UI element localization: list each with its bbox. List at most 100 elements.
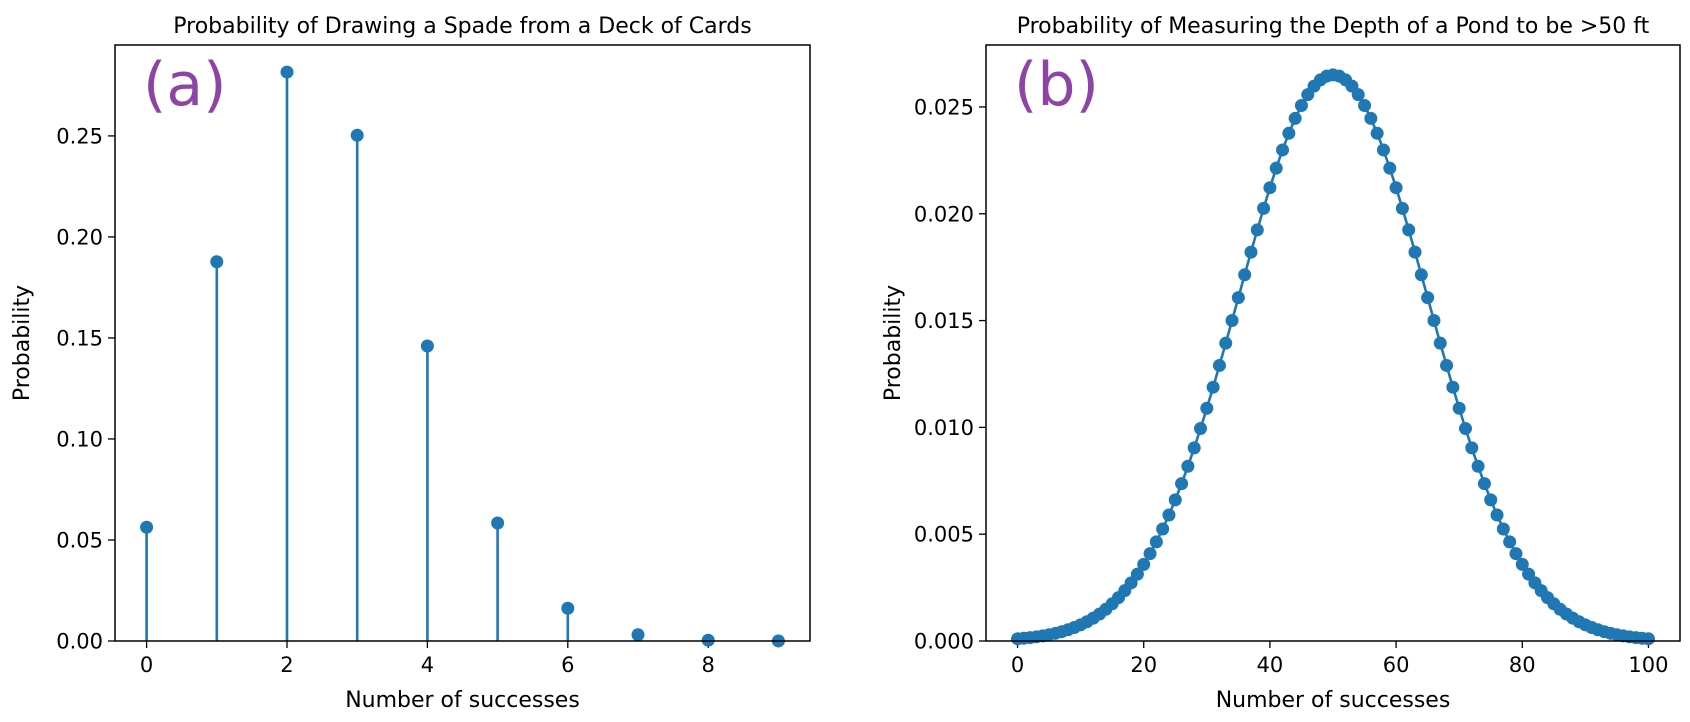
data-point bbox=[1471, 459, 1485, 473]
x-tick-label: 8 bbox=[702, 653, 715, 677]
panel-label: (a) bbox=[143, 50, 227, 120]
x-tick-label: 40 bbox=[1257, 653, 1284, 677]
stem-marker bbox=[350, 128, 364, 142]
y-axis-title: Probability bbox=[881, 285, 906, 401]
stem-marker bbox=[420, 339, 434, 353]
data-point bbox=[1446, 380, 1460, 394]
data-point bbox=[1421, 291, 1435, 305]
data-point bbox=[1187, 441, 1201, 455]
x-tick-label: 2 bbox=[280, 653, 293, 677]
plot-frame bbox=[985, 44, 1681, 642]
data-point bbox=[1408, 245, 1422, 259]
data-point bbox=[1263, 181, 1277, 195]
data-point bbox=[1395, 201, 1409, 215]
x-axis-title: Number of successes bbox=[1216, 688, 1451, 713]
data-point bbox=[1257, 201, 1271, 215]
data-point bbox=[1370, 126, 1384, 140]
data-point bbox=[1276, 143, 1290, 157]
data-point bbox=[1490, 508, 1504, 522]
data-point bbox=[1200, 401, 1214, 415]
panel-b: Probability of Measuring the Depth of a … bbox=[881, 14, 1681, 713]
y-tick-label: 0.15 bbox=[56, 326, 103, 350]
stem-marker bbox=[280, 65, 294, 79]
data-point bbox=[1181, 459, 1195, 473]
data-point bbox=[1509, 547, 1523, 561]
data-point bbox=[1458, 422, 1472, 436]
y-tick-label: 0.020 bbox=[914, 202, 974, 226]
series-line bbox=[1017, 73, 1649, 641]
data-point bbox=[1130, 567, 1144, 581]
y-tick-label: 0.20 bbox=[56, 225, 103, 249]
data-point bbox=[1194, 422, 1208, 436]
data-point bbox=[1238, 268, 1252, 282]
data-point bbox=[1143, 547, 1157, 561]
data-point bbox=[1414, 268, 1428, 282]
x-tick-label: 80 bbox=[1509, 653, 1536, 677]
stem-marker bbox=[210, 255, 224, 269]
data-point bbox=[1168, 493, 1182, 507]
chart-title: Probability of Measuring the Depth of a … bbox=[1017, 14, 1650, 39]
x-tick-label: 100 bbox=[1628, 653, 1668, 677]
data-point bbox=[1433, 336, 1447, 350]
data-point bbox=[1219, 336, 1233, 350]
data-point bbox=[1244, 245, 1258, 259]
data-point bbox=[1269, 161, 1283, 175]
y-tick-label: 0.05 bbox=[56, 528, 103, 552]
y-tick-label: 0.000 bbox=[914, 630, 974, 654]
data-point bbox=[1484, 493, 1498, 507]
data-point bbox=[1250, 223, 1264, 237]
x-tick-label: 4 bbox=[421, 653, 434, 677]
data-point bbox=[1175, 477, 1189, 491]
data-point bbox=[1282, 126, 1296, 140]
stem-marker bbox=[701, 633, 715, 647]
data-point bbox=[1149, 535, 1163, 549]
data-point bbox=[1231, 291, 1245, 305]
data-point bbox=[1440, 358, 1454, 372]
chart-title: Probability of Drawing a Spade from a De… bbox=[173, 14, 751, 39]
y-tick-label: 0.10 bbox=[56, 427, 103, 451]
panel-a: Probability of Drawing a Spade from a De… bbox=[10, 14, 811, 713]
data-point bbox=[1402, 223, 1416, 237]
x-tick-label: 0 bbox=[140, 653, 153, 677]
data-point bbox=[1389, 181, 1403, 195]
data-point bbox=[1351, 88, 1365, 102]
y-axis-title: Probability bbox=[10, 285, 35, 401]
data-point bbox=[1358, 98, 1372, 112]
x-tick-label: 60 bbox=[1383, 653, 1410, 677]
data-point bbox=[1477, 477, 1491, 491]
stem-marker bbox=[140, 520, 154, 534]
data-point bbox=[1364, 111, 1378, 125]
data-point bbox=[1206, 380, 1220, 394]
plot-frame bbox=[114, 44, 811, 642]
data-point bbox=[1225, 314, 1239, 328]
data-point bbox=[1156, 522, 1170, 536]
data-point bbox=[1294, 98, 1308, 112]
y-tick-label: 0.00 bbox=[56, 630, 103, 654]
y-tick-label: 0.025 bbox=[914, 95, 974, 119]
data-point bbox=[1452, 401, 1466, 415]
panel-label: (b) bbox=[1014, 50, 1099, 120]
data-point bbox=[1383, 161, 1397, 175]
x-tick-label: 0 bbox=[1011, 653, 1024, 677]
x-tick-label: 6 bbox=[561, 653, 574, 677]
y-tick-label: 0.005 bbox=[914, 523, 974, 547]
data-point bbox=[1288, 111, 1302, 125]
x-axis-title: Number of successes bbox=[345, 688, 580, 713]
data-point bbox=[1137, 557, 1151, 571]
data-point bbox=[1465, 441, 1479, 455]
data-point bbox=[1503, 535, 1517, 549]
data-point bbox=[1212, 358, 1226, 372]
stem-marker bbox=[491, 516, 505, 530]
data-point bbox=[1515, 557, 1529, 571]
stem-marker bbox=[561, 601, 575, 615]
y-tick-label: 0.25 bbox=[56, 124, 103, 148]
data-point bbox=[1427, 314, 1441, 328]
data-point bbox=[1162, 508, 1176, 522]
stem-marker bbox=[631, 628, 645, 642]
y-tick-label: 0.010 bbox=[914, 416, 974, 440]
data-point bbox=[1376, 143, 1390, 157]
y-tick-label: 0.015 bbox=[914, 309, 974, 333]
x-tick-label: 20 bbox=[1130, 653, 1157, 677]
data-point bbox=[1496, 522, 1510, 536]
